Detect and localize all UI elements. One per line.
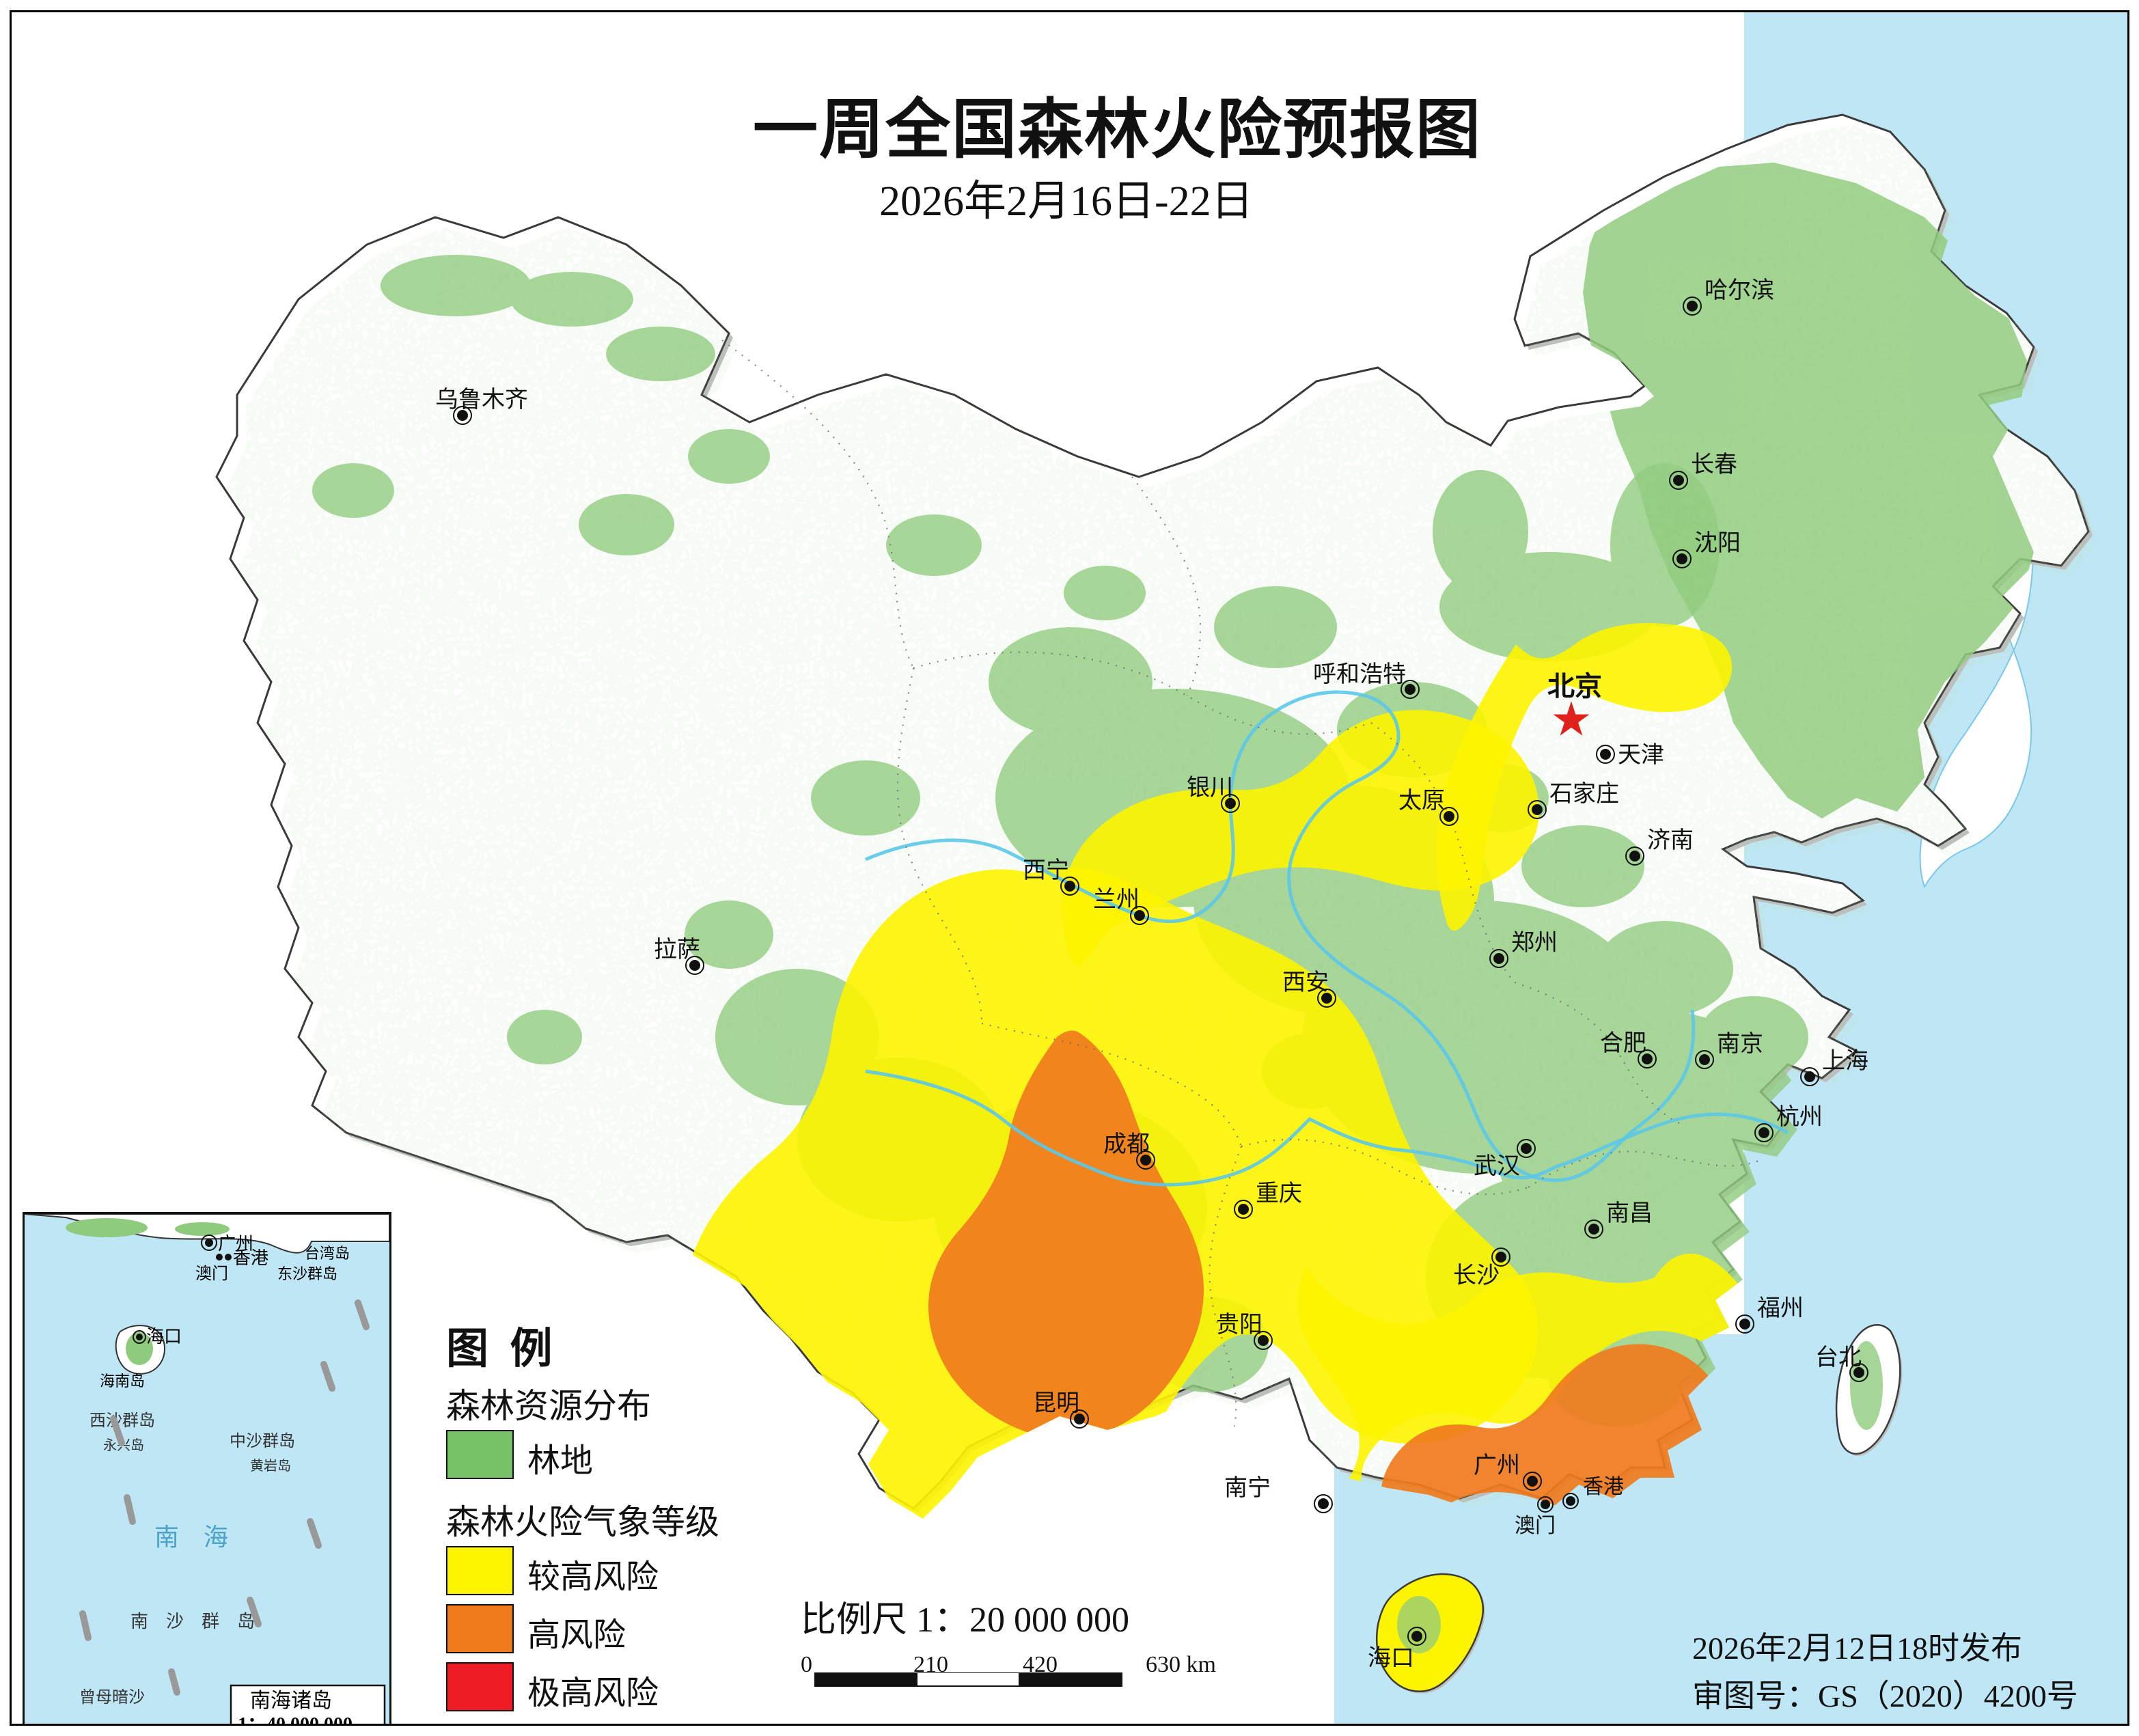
svg-text:合肥: 合肥: [1600, 1030, 1646, 1056]
svg-text:广州: 广州: [1474, 1452, 1520, 1478]
svg-text:乌鲁木齐: 乌鲁木齐: [435, 387, 528, 413]
svg-text:哈尔滨: 哈尔滨: [1705, 277, 1774, 303]
svg-text:西安: 西安: [1282, 969, 1329, 995]
svg-text:西宁: 西宁: [1023, 857, 1069, 883]
svg-text:南昌: 南昌: [1606, 1200, 1653, 1226]
svg-text:黄岩岛: 黄岩岛: [250, 1458, 291, 1474]
svg-text:沈阳: 沈阳: [1694, 530, 1741, 556]
svg-text:澳门: 澳门: [195, 1265, 228, 1283]
svg-text:福州: 福州: [1757, 1295, 1804, 1321]
svg-text:杭州: 杭州: [1776, 1104, 1823, 1130]
svg-text:香港: 香港: [1583, 1476, 1624, 1498]
svg-text:南海诸岛: 南海诸岛: [250, 1690, 332, 1712]
svg-text:呼和浩特: 呼和浩特: [1313, 661, 1406, 687]
svg-text:南 海: 南 海: [154, 1523, 228, 1551]
svg-text:海口: 海口: [146, 1326, 182, 1347]
svg-text:济南: 济南: [1647, 827, 1694, 853]
svg-text:台湾岛: 台湾岛: [305, 1245, 350, 1262]
svg-text:太原: 太原: [1398, 788, 1445, 814]
svg-text:昆明: 昆明: [1033, 1390, 1079, 1416]
svg-text:银川: 银川: [1187, 775, 1233, 801]
svg-text:海口: 海口: [1368, 1645, 1414, 1671]
svg-text:台北: 台北: [1815, 1345, 1862, 1370]
svg-text:1：40 000 000: 1：40 000 000: [238, 1714, 353, 1726]
svg-text:北京: 北京: [1547, 672, 1602, 702]
svg-text:重庆: 重庆: [1256, 1181, 1302, 1207]
svg-text:南宁: 南宁: [1224, 1475, 1271, 1501]
svg-text:上海: 上海: [1822, 1048, 1868, 1074]
svg-text:澳门: 澳门: [1515, 1515, 1556, 1537]
svg-text:西沙群岛: 西沙群岛: [89, 1411, 155, 1430]
svg-text:长春: 长春: [1691, 452, 1737, 478]
svg-text:南京: 南京: [1717, 1031, 1763, 1057]
svg-text:南 沙 群 岛: 南 沙 群 岛: [130, 1611, 255, 1631]
svg-text:石家庄: 石家庄: [1549, 781, 1619, 807]
svg-text:拉萨: 拉萨: [654, 937, 700, 963]
svg-text:曾母暗沙: 曾母暗沙: [79, 1688, 145, 1707]
svg-text:东沙群岛: 东沙群岛: [277, 1265, 337, 1282]
svg-text:郑州: 郑州: [1511, 930, 1558, 956]
svg-text:天津: 天津: [1618, 742, 1664, 768]
svg-text:中沙群岛: 中沙群岛: [230, 1432, 295, 1450]
svg-text:武汉: 武汉: [1474, 1153, 1520, 1179]
svg-text:贵阳: 贵阳: [1216, 1312, 1262, 1338]
svg-text:兰州: 兰州: [1093, 887, 1140, 913]
svg-text:成都: 成都: [1103, 1131, 1150, 1157]
svg-text:长沙: 长沙: [1453, 1263, 1500, 1289]
svg-text:香港: 香港: [233, 1248, 268, 1268]
svg-text:海南岛: 海南岛: [100, 1373, 145, 1390]
